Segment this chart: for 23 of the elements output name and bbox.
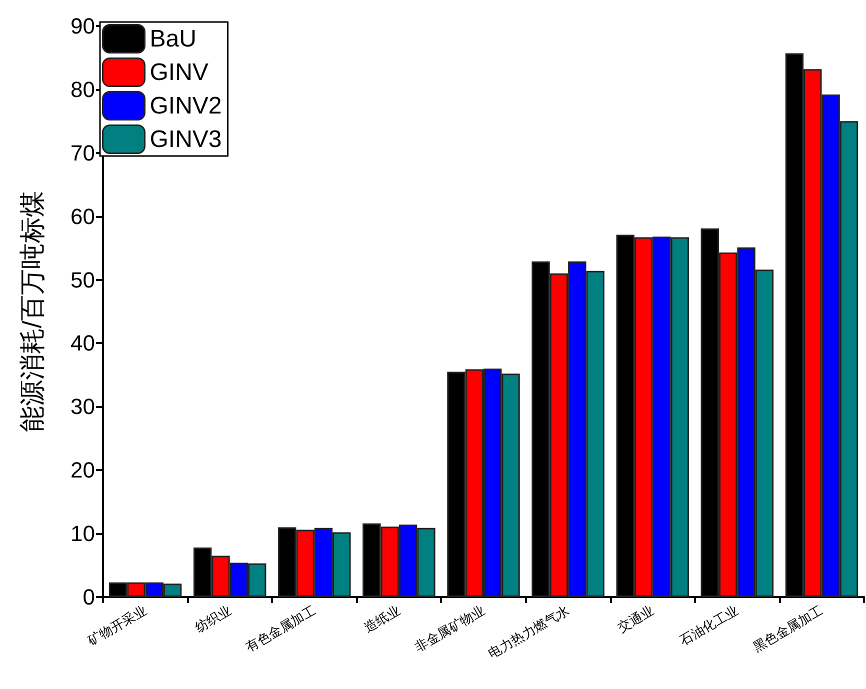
y-tick-label: 80	[70, 76, 95, 102]
legend-label: GINV	[150, 58, 208, 86]
y-tick-label: 0	[82, 584, 95, 610]
legend-label: GINV2	[150, 92, 222, 120]
x-tick-label: 石油化工业	[677, 602, 741, 648]
x-tick-label: 造纸业	[361, 602, 403, 635]
y-tick-label: 10	[70, 521, 95, 546]
y-tick-label: 20	[70, 458, 95, 483]
x-tick-label: 有色金属加工	[243, 602, 318, 654]
legend-label: BaU	[150, 25, 196, 52]
y-tick-label: 90	[70, 14, 95, 38]
y-tick-label: 30	[70, 394, 95, 420]
y-axis-title: 能源消耗/百万吨标煤	[17, 190, 47, 432]
x-tick-label: 电力热力燃气水	[486, 602, 572, 661]
y-tick-label: 70	[70, 140, 95, 166]
x-tick-label: 黑色金属加工	[750, 602, 826, 654]
x-tick-label: 纺织业	[192, 602, 234, 635]
y-tick-label: 60	[70, 204, 95, 229]
y-tick-label: 50	[70, 267, 95, 292]
x-tick-label: 交通业	[615, 602, 656, 635]
y-tick-label: 40	[70, 330, 95, 356]
legend-label: GINV3	[150, 126, 222, 153]
x-tick-label: 非金属矿物业	[412, 602, 488, 654]
